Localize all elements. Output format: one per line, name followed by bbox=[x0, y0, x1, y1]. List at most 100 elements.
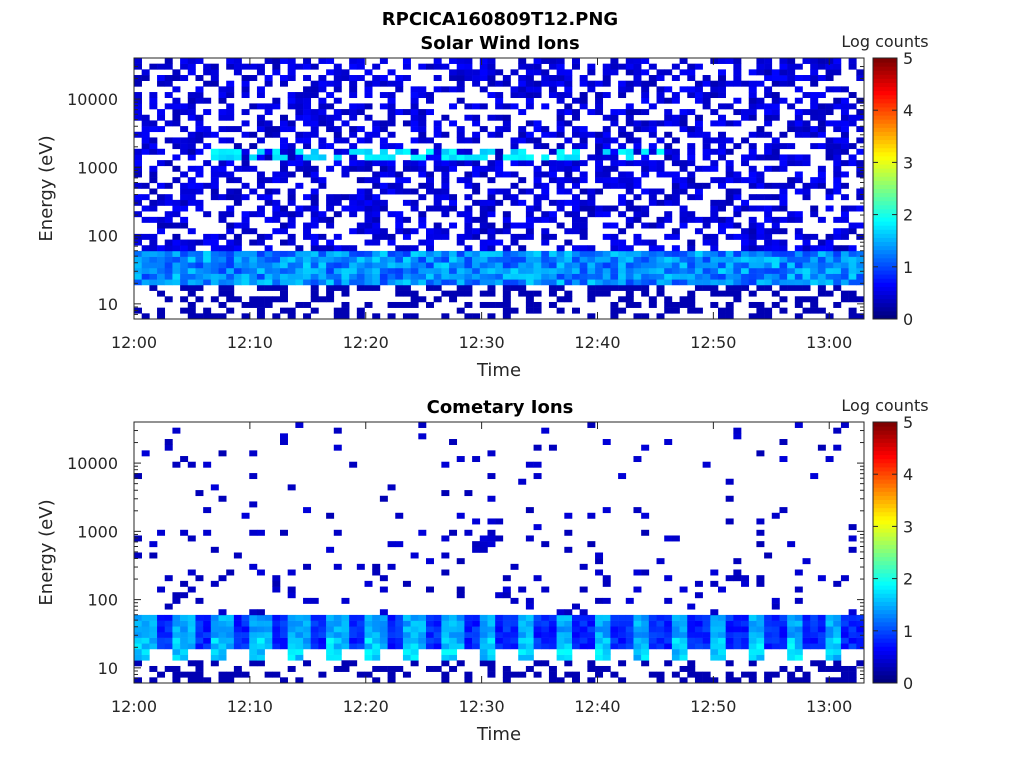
heatmap-cell bbox=[433, 58, 442, 64]
heatmap-cell bbox=[280, 171, 288, 178]
heatmap-cell bbox=[856, 614, 865, 621]
heatmap-cell bbox=[648, 620, 657, 627]
heatmap-cell bbox=[149, 165, 158, 172]
heatmap-cell bbox=[664, 296, 673, 303]
heatmap-cell bbox=[233, 188, 242, 195]
heatmap-cell bbox=[372, 80, 381, 87]
colorbar-step bbox=[873, 548, 897, 553]
heatmap-cell bbox=[787, 654, 796, 661]
heatmap-cell bbox=[487, 284, 496, 291]
heatmap-cell bbox=[418, 296, 427, 303]
heatmap-cell bbox=[372, 256, 381, 263]
heatmap-cell bbox=[771, 222, 780, 229]
heatmap-cell bbox=[341, 284, 350, 291]
heatmap-cell bbox=[141, 126, 150, 133]
heatmap-cell bbox=[164, 626, 173, 633]
heatmap-cell bbox=[249, 614, 258, 621]
heatmap-cell bbox=[449, 69, 458, 76]
heatmap-cell bbox=[310, 643, 319, 650]
heatmap-cell bbox=[733, 69, 742, 76]
heatmap-cell bbox=[817, 103, 826, 110]
heatmap-cell bbox=[817, 262, 826, 269]
heatmap-cell bbox=[149, 199, 158, 206]
heatmap-cell bbox=[572, 614, 580, 621]
heatmap-cell bbox=[610, 137, 619, 144]
heatmap-cell bbox=[164, 250, 173, 257]
heatmap-cell bbox=[487, 75, 496, 81]
heatmap-cell bbox=[372, 160, 381, 167]
heatmap-cell bbox=[187, 631, 196, 638]
heatmap-cell bbox=[395, 171, 404, 178]
heatmap-cell bbox=[318, 103, 327, 110]
heatmap-cell bbox=[333, 284, 342, 291]
heatmap-cell bbox=[318, 137, 327, 144]
heatmap-cell bbox=[472, 541, 481, 548]
heatmap-cell bbox=[648, 267, 657, 274]
heatmap-cell bbox=[134, 58, 142, 64]
heatmap-cell bbox=[295, 422, 304, 428]
heatmap-cell bbox=[433, 228, 442, 235]
heatmap-cell bbox=[172, 97, 181, 104]
heatmap-cell bbox=[195, 284, 204, 291]
heatmap-cell bbox=[664, 279, 673, 286]
heatmap-cell bbox=[410, 620, 419, 627]
heatmap-cell bbox=[595, 109, 604, 116]
x-tick-label: 12:40 bbox=[574, 333, 620, 352]
heatmap-cell bbox=[333, 273, 342, 280]
heatmap-cell bbox=[418, 239, 427, 246]
heatmap-cell bbox=[218, 137, 227, 144]
colorbar-tick-label: 2 bbox=[903, 570, 913, 589]
heatmap-cell bbox=[810, 637, 819, 644]
heatmap-cell bbox=[572, 637, 580, 644]
heatmap-cell bbox=[349, 63, 358, 70]
heatmap-cell bbox=[587, 677, 596, 684]
heatmap-cell bbox=[249, 228, 258, 235]
heatmap-cell bbox=[602, 69, 611, 76]
heatmap-cell bbox=[333, 131, 342, 138]
heatmap-cell bbox=[402, 233, 411, 240]
heatmap-cell bbox=[764, 69, 773, 76]
heatmap-cell bbox=[180, 592, 189, 599]
heatmap-cell bbox=[195, 182, 204, 189]
heatmap-cell bbox=[548, 614, 557, 621]
heatmap-cell bbox=[241, 92, 250, 99]
heatmap-cell bbox=[280, 211, 288, 218]
heatmap-cell bbox=[856, 313, 865, 320]
heatmap-cell bbox=[579, 188, 588, 195]
heatmap-cell bbox=[379, 665, 388, 672]
colorbar-step bbox=[873, 233, 897, 238]
heatmap-cell bbox=[256, 137, 265, 144]
heatmap-cell bbox=[833, 97, 842, 104]
heatmap-cell bbox=[748, 80, 757, 87]
heatmap-cell bbox=[333, 614, 342, 621]
heatmap-cell bbox=[756, 171, 765, 178]
heatmap-cell bbox=[287, 614, 296, 621]
heatmap-cell bbox=[579, 171, 588, 178]
heatmap-cell bbox=[648, 614, 657, 621]
heatmap-cell bbox=[710, 148, 719, 155]
heatmap-cell bbox=[856, 233, 865, 240]
heatmap-cell bbox=[687, 273, 696, 280]
heatmap-cell bbox=[180, 109, 189, 116]
heatmap-cell bbox=[656, 558, 665, 565]
heatmap-cell bbox=[187, 279, 196, 286]
heatmap-cell bbox=[364, 273, 373, 280]
heatmap-cell bbox=[449, 620, 458, 627]
heatmap-cell bbox=[518, 75, 527, 81]
heatmap-cell bbox=[395, 273, 404, 280]
heatmap-cell bbox=[718, 131, 726, 138]
heatmap-cell bbox=[349, 114, 358, 121]
heatmap-cell bbox=[625, 245, 634, 252]
heatmap-cell bbox=[249, 75, 258, 81]
heatmap-cell bbox=[372, 205, 381, 212]
heatmap-cell bbox=[195, 631, 204, 638]
heatmap-cell bbox=[602, 143, 611, 150]
heatmap-cell bbox=[840, 109, 849, 116]
heatmap-cell bbox=[625, 626, 634, 633]
heatmap-cell bbox=[149, 541, 158, 548]
heatmap-cell bbox=[656, 92, 665, 99]
heatmap-cell bbox=[479, 660, 488, 667]
heatmap-cell bbox=[556, 296, 565, 303]
heatmap-cell bbox=[303, 279, 312, 286]
heatmap-cell bbox=[333, 307, 342, 314]
